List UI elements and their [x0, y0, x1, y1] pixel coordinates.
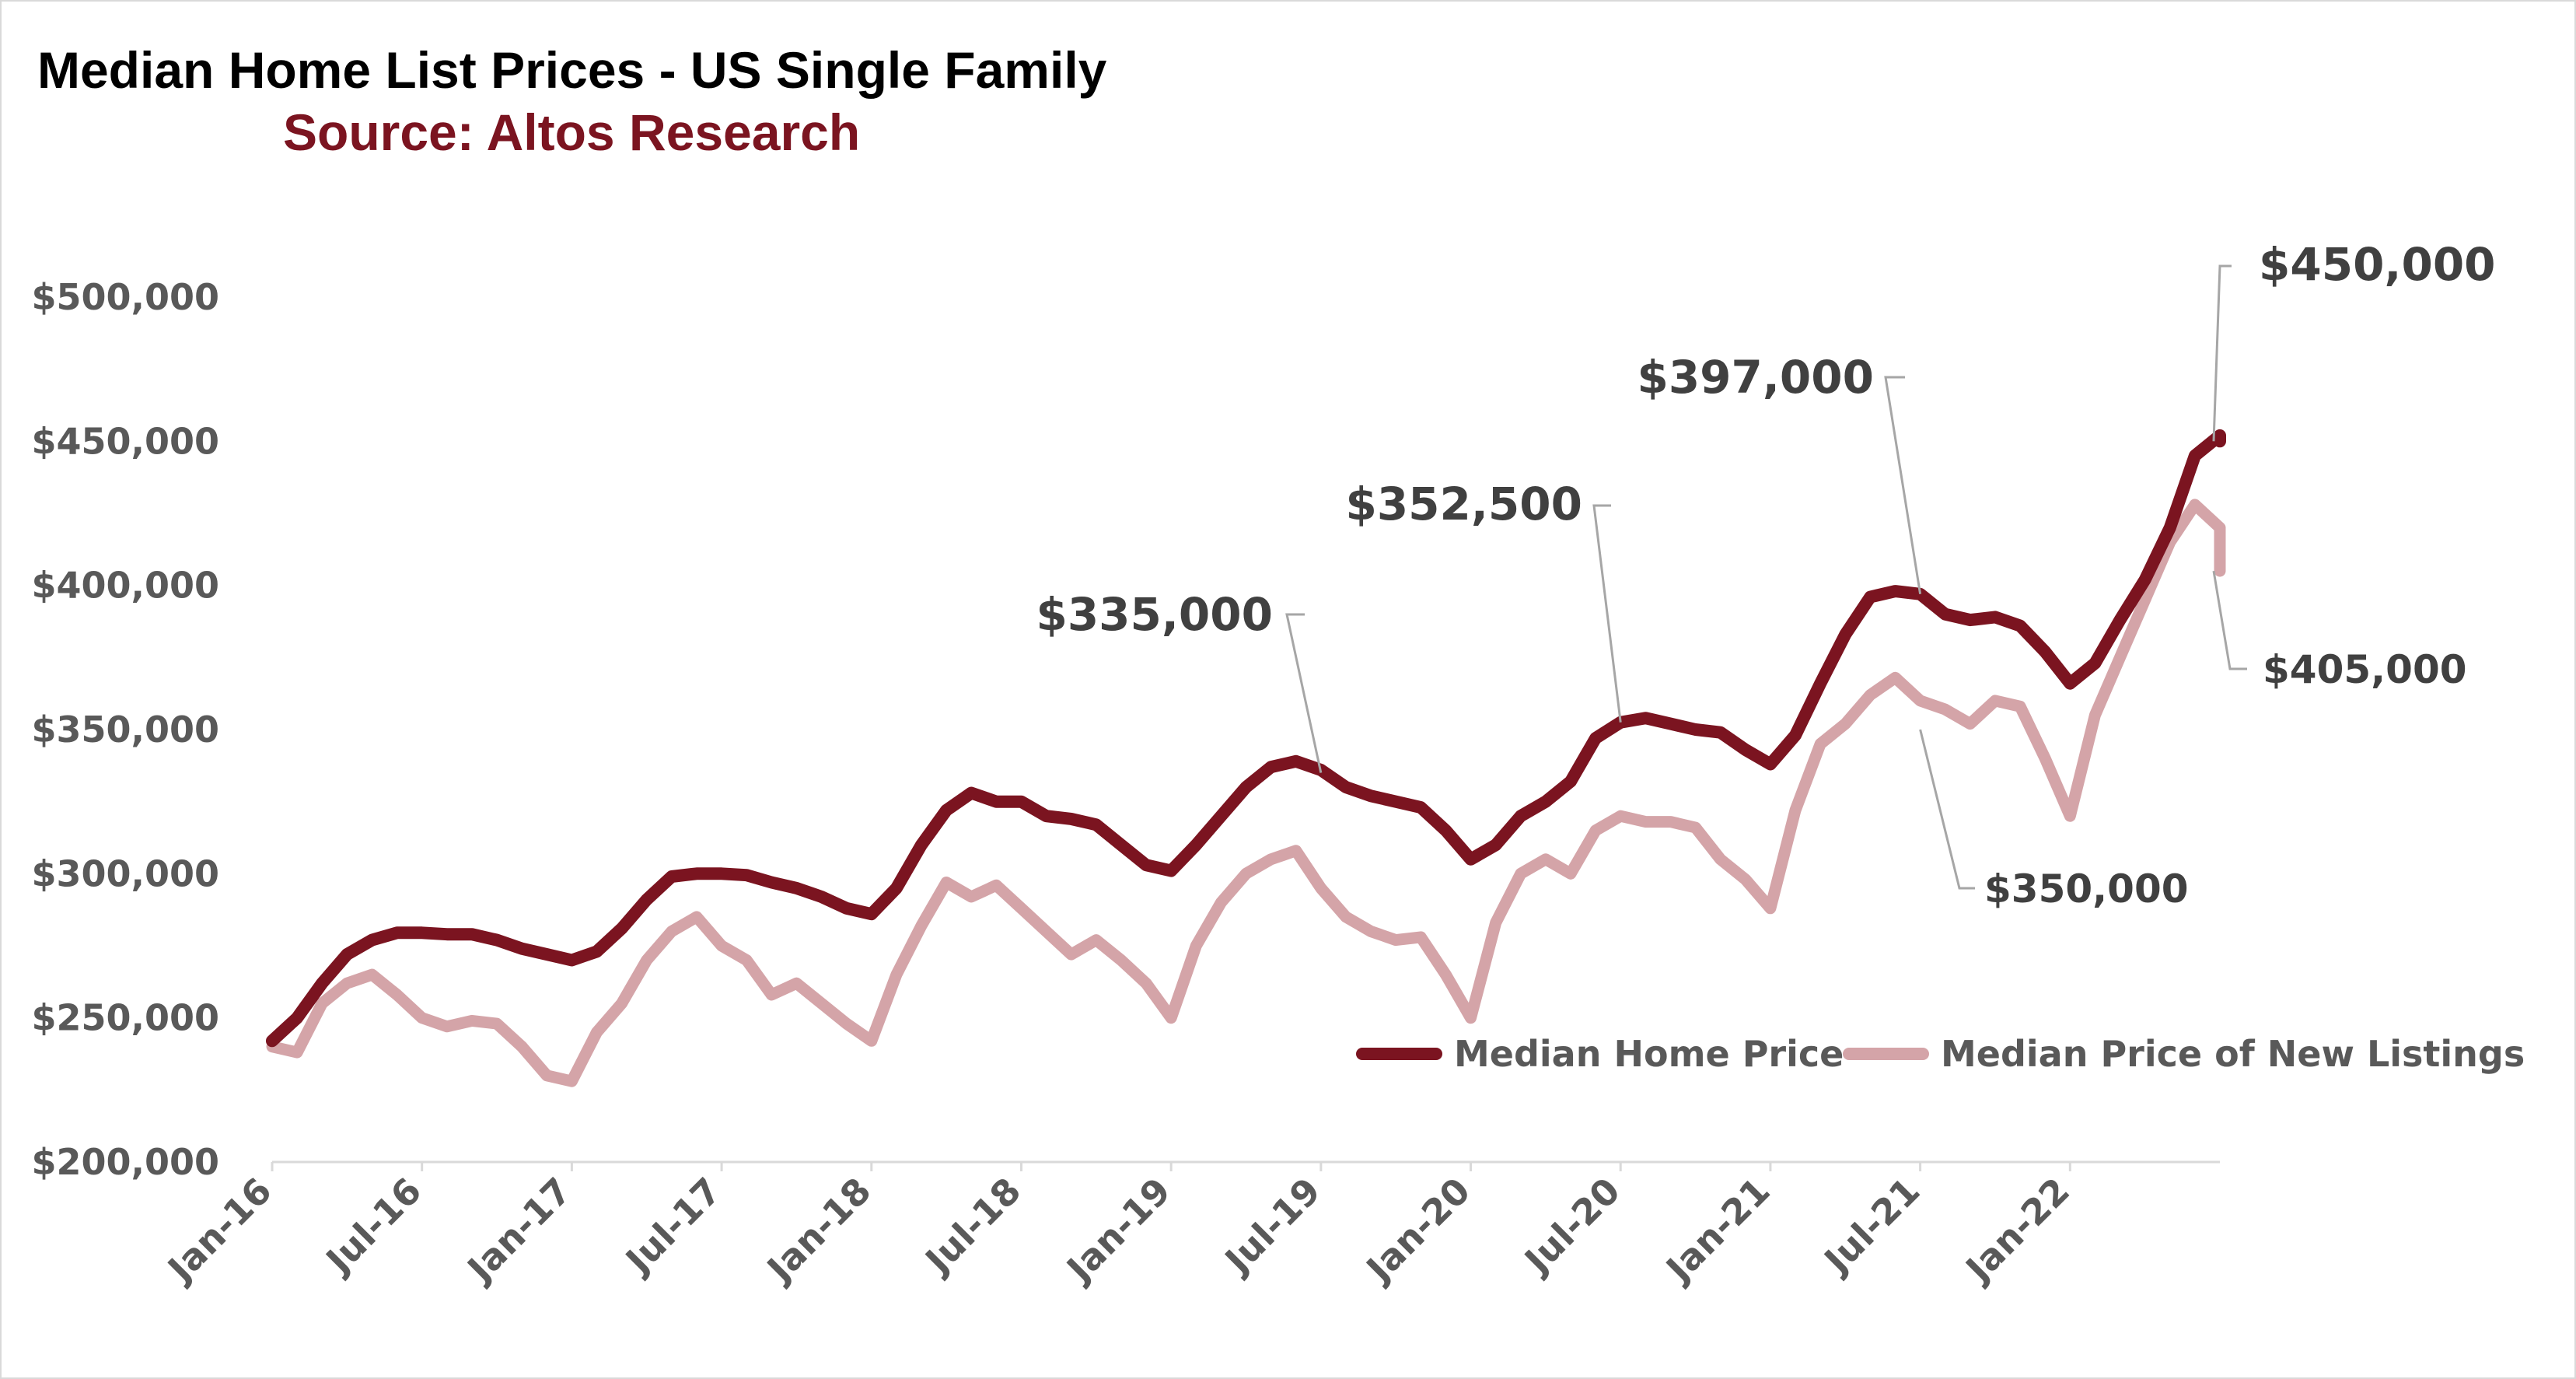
- legend-label-median-home-price: Median Home Price: [1454, 1033, 1844, 1075]
- x-axis-tick-labels: Jan-16 Jul-16 Jan-17 Jul-17 Jan-18 Jul-18 Jan-…: [158, 1170, 2078, 1291]
- chart-title: Median Home List Prices - US Single Fami…: [37, 41, 1107, 99]
- x-tick-label: Jul-21: [1815, 1170, 1928, 1283]
- x-tick-label: Jul-17: [616, 1170, 729, 1283]
- callout-leader-line: [2212, 570, 2247, 670]
- callout-label: $352,500: [1345, 478, 1582, 530]
- callout-leader-line: [1919, 729, 1975, 890]
- y-tick-label: $500,000: [31, 276, 219, 318]
- callout-leader-line: [1884, 376, 1922, 595]
- y-tick-label: $450,000: [31, 420, 219, 462]
- y-tick-label: $300,000: [31, 852, 219, 894]
- series-line-median-home-price: [266, 429, 2226, 1048]
- axes: [271, 1160, 2220, 1171]
- x-tick-label: Jul-20: [1515, 1170, 1628, 1283]
- x-tick-label: Jul-16: [316, 1170, 429, 1283]
- x-tick-label: Jan-20: [1357, 1170, 1478, 1291]
- callout-leader-line: [1285, 613, 1323, 773]
- series-line-median-new-listings: [266, 499, 2226, 1087]
- y-tick-label: $350,000: [31, 709, 219, 751]
- y-tick-label: $250,000: [31, 997, 219, 1039]
- callout-leader-line: [2212, 264, 2232, 442]
- legend: Median Home Price Median Price of New Lis…: [1356, 1033, 2525, 1075]
- callout-leader-line: [1592, 504, 1622, 723]
- x-tick-label: Jul-18: [916, 1170, 1029, 1283]
- callout-label: $397,000: [1637, 351, 1874, 404]
- series-layer: [266, 429, 2226, 1087]
- y-tick-label: $200,000: [31, 1141, 219, 1183]
- y-tick-label: $400,000: [31, 565, 219, 607]
- callout-label: $405,000: [2263, 647, 2467, 692]
- callout-label: $350,000: [1984, 866, 2189, 912]
- callout-label: $450,000: [2259, 238, 2496, 291]
- x-tick-label: Jan-17: [458, 1170, 579, 1291]
- x-tick-label: Jan-21: [1656, 1170, 1777, 1291]
- chart-subtitle: Source: Altos Research: [283, 103, 861, 161]
- x-tick-label: Jan-19: [1057, 1170, 1179, 1291]
- x-tick-label: Jan-22: [1956, 1170, 2078, 1291]
- callouts: $335,000 $352,500 $397,000 $450,000 $350,000…: [1036, 238, 2495, 912]
- x-tick-label: Jan-18: [757, 1170, 879, 1291]
- x-tick-label: Jul-19: [1215, 1170, 1328, 1283]
- y-axis-tick-labels: $200,000 $250,000 $300,000 $350,000 $400,000…: [31, 276, 219, 1183]
- legend-label-median-new-listings: Median Price of New Listings: [1941, 1033, 2525, 1075]
- callout-label: $335,000: [1036, 588, 1273, 641]
- x-tick-label: Jan-16: [158, 1170, 279, 1291]
